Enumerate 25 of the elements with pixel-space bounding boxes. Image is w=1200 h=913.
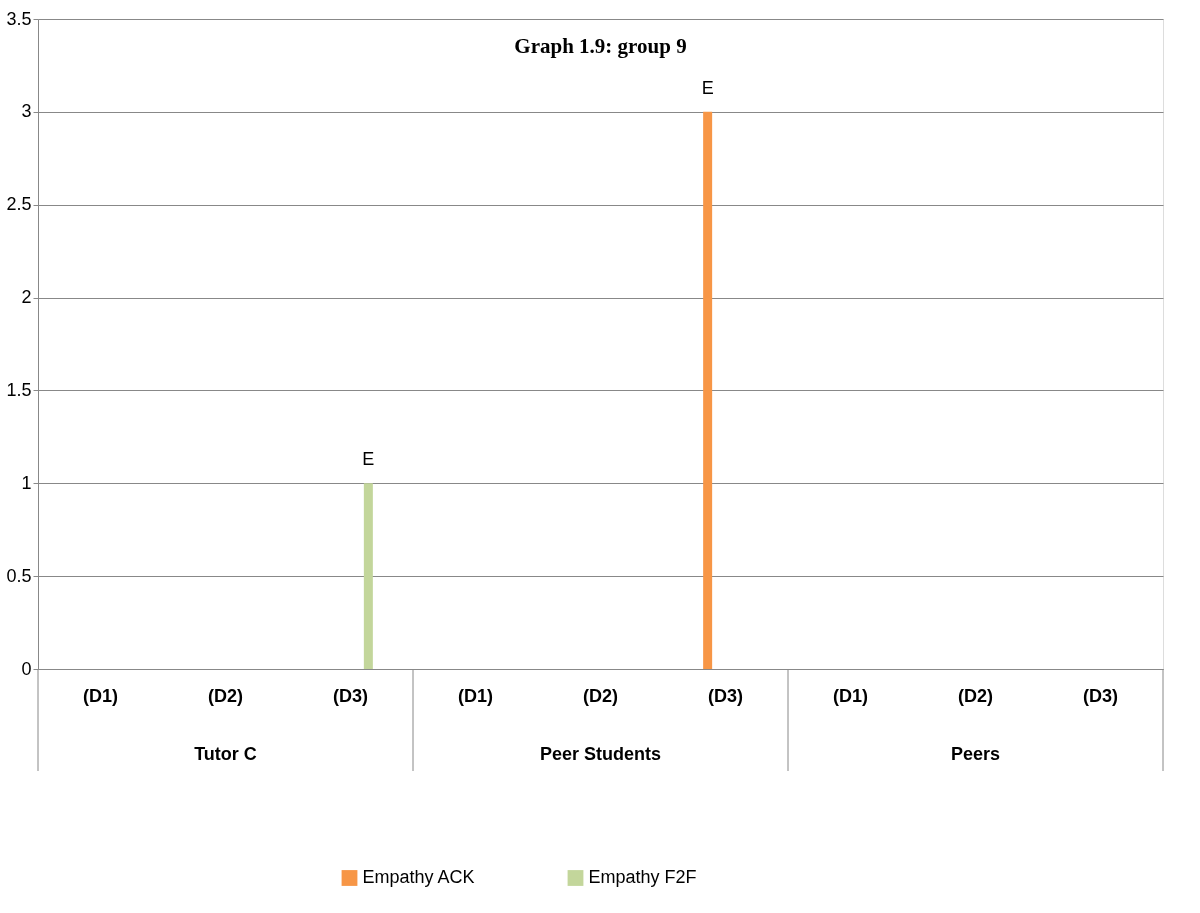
x-tick-label: (D3) xyxy=(708,685,743,706)
x-tick-label: (D1) xyxy=(833,685,868,706)
y-tick-label: 0.5 xyxy=(6,565,32,586)
y-tick-label: 2 xyxy=(21,287,32,308)
y-tick-label: 3 xyxy=(21,101,32,122)
data-label: E xyxy=(701,77,714,98)
x-tick-label: (D2) xyxy=(208,685,243,706)
x-tick-label: (D3) xyxy=(333,685,368,706)
text: Peers xyxy=(950,744,1001,764)
y-tick-label: 0 xyxy=(21,658,32,679)
text: Tutor C xyxy=(194,744,257,764)
x-tick-label: (D1) xyxy=(83,685,118,706)
data-label: E xyxy=(362,449,375,470)
y-tick-label: 3.5 xyxy=(6,8,32,29)
x-tick-label: (D3) xyxy=(1083,685,1118,706)
legend-label: Empathy F2F xyxy=(588,867,697,887)
y-tick-label: 1.5 xyxy=(6,379,32,400)
text: Graph 1.9: group 9 xyxy=(514,34,687,58)
text: Peer Students xyxy=(539,744,662,764)
x-tick-label: (D2) xyxy=(583,685,618,706)
y-tick-label: 2.5 xyxy=(6,194,32,215)
x-tick-label: (D2) xyxy=(958,685,993,706)
x-tick-label: (D1) xyxy=(458,685,493,706)
y-tick-label: 1 xyxy=(21,472,32,493)
legend-label: Empathy ACK xyxy=(362,867,475,887)
